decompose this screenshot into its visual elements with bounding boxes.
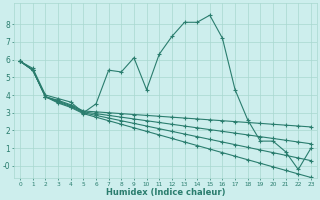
X-axis label: Humidex (Indice chaleur): Humidex (Indice chaleur) bbox=[106, 188, 225, 197]
